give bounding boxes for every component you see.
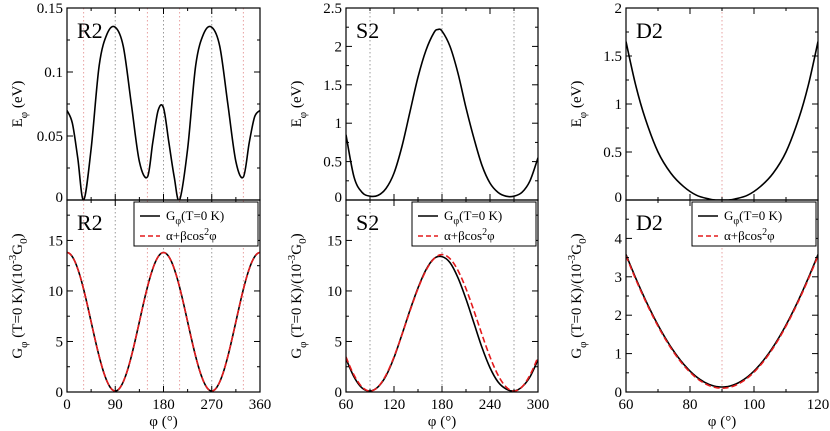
d2-energy-panel: 0 0.5 1 1.5 2 D2 Eφ (eV) (569, 1, 819, 206)
y-tick-label: 1.5 (323, 78, 342, 94)
y-tick-label: 0 (335, 190, 343, 206)
legend-label-g: Gφ(T=0 K) (724, 208, 782, 227)
y-axis-label: Eφ (eV) (10, 81, 30, 128)
d2-conductance-panel: 0 1 2 3 4 60 80 100 120 D2 Gφ (T=0 K)/(10-3G0) φ (°… (566, 199, 830, 430)
y-tick-label: 2 (615, 1, 623, 17)
x-tick-label: 180 (431, 397, 454, 413)
x-tick-label: 100 (743, 397, 766, 413)
y-tick-label: 2 (615, 308, 623, 324)
x-tick-label: 80 (683, 397, 698, 413)
legend-label-g: Gφ(T=0 K) (166, 208, 224, 227)
x-tick-label: 360 (249, 397, 272, 413)
y-tick-label: 10 (48, 284, 63, 300)
y-tick-label: 2.5 (323, 1, 342, 17)
x-tick-label: 60 (339, 397, 354, 413)
series-line-s2-energy (346, 28, 538, 198)
y-tick-label: 5 (335, 334, 343, 350)
legend-box (411, 201, 537, 247)
y-tick-label: 0.15 (37, 1, 63, 17)
y-axis-label: Gφ (T=0 K)/(10-3G0) (566, 233, 589, 358)
panel-label: S2 (356, 210, 379, 235)
fit-line-r2-conductance (67, 251, 260, 392)
legend-label-fit: α+βcos2φ (166, 227, 217, 243)
r2-conductance-panel: 0 5 10 15 0 90 180 270 360 R2 Gφ (T=0 K)/(10-3G0) φ… (7, 199, 272, 430)
y-tick-label: 0 (335, 385, 343, 401)
panel-label: D2 (636, 18, 663, 43)
s2-conductance-panel: 0 5 10 15 60 120 180 240 300 S2 Gφ (T=0 K)/(10-3G0… (286, 199, 550, 430)
legend-box (133, 201, 259, 247)
r2-energy-panel: 0 0.05 0.1 0.15 R2 Eφ (eV) (10, 1, 261, 206)
y-tick-label: 0 (56, 385, 64, 401)
series-line-d2-energy (626, 41, 818, 200)
legend-label-g: Gφ(T=0 K) (444, 208, 502, 227)
x-axis-label: φ (°) (708, 414, 736, 430)
legend-label-fit: α+βcos2φ (444, 227, 495, 243)
x-tick-label: 120 (383, 397, 406, 413)
y-tick-label: 0.1 (44, 65, 63, 81)
panel-label: S2 (356, 18, 379, 43)
x-tick-label: 270 (201, 397, 224, 413)
y-axis-label: Eφ (eV) (569, 81, 589, 128)
x-axis-label: φ (°) (428, 414, 456, 430)
y-tick-label: 15 (48, 233, 63, 249)
s2-energy-panel: 0 0.5 1 1.5 2 2.5 S2 Eφ (eV) (289, 1, 539, 206)
x-axis-label: φ (°) (149, 414, 177, 430)
x-tick-label: 90 (108, 397, 123, 413)
y-tick-label: 1 (335, 116, 343, 132)
y-tick-label: 15 (327, 233, 342, 249)
y-tick-label: 2 (335, 39, 343, 55)
fit-line-s2-conductance (346, 253, 538, 392)
panel-label: R2 (77, 18, 103, 43)
panel-label: D2 (636, 210, 663, 235)
x-tick-label: 300 (527, 397, 550, 413)
series-line-r2-energy (67, 25, 260, 200)
y-tick-label: 1 (615, 347, 623, 363)
y-tick-label: 3 (615, 270, 623, 286)
y-tick-label: 10 (327, 284, 342, 300)
y-tick-label: 1.5 (603, 49, 622, 65)
x-tick-label: 240 (479, 397, 502, 413)
series-line-s2-conductance (346, 255, 538, 392)
y-tick-label: 1 (615, 97, 623, 113)
y-axis-label: Eφ (eV) (289, 81, 309, 128)
legend-label-fit: α+βcos2φ (724, 227, 775, 243)
y-axis-label: Gφ (T=0 K)/(10-3G0) (7, 233, 30, 358)
x-tick-label: 60 (619, 397, 634, 413)
legend-box (691, 201, 817, 247)
y-tick-label: 0 (615, 385, 623, 401)
panel-label: R2 (77, 210, 103, 235)
y-tick-label: 0 (56, 190, 64, 206)
y-tick-label: 5 (56, 334, 64, 350)
y-tick-label: 0.05 (37, 129, 63, 145)
y-tick-label: 4 (615, 231, 623, 247)
x-tick-label: 120 (807, 397, 830, 413)
y-tick-label: 0.5 (603, 145, 622, 161)
y-tick-label: 0 (615, 190, 623, 206)
y-tick-label: 0.5 (323, 155, 342, 171)
x-tick-label: 0 (63, 397, 71, 413)
x-tick-label: 180 (152, 397, 175, 413)
fit-line-d2-conductance (626, 255, 818, 389)
y-axis-label: Gφ (T=0 K)/(10-3G0) (286, 233, 309, 358)
